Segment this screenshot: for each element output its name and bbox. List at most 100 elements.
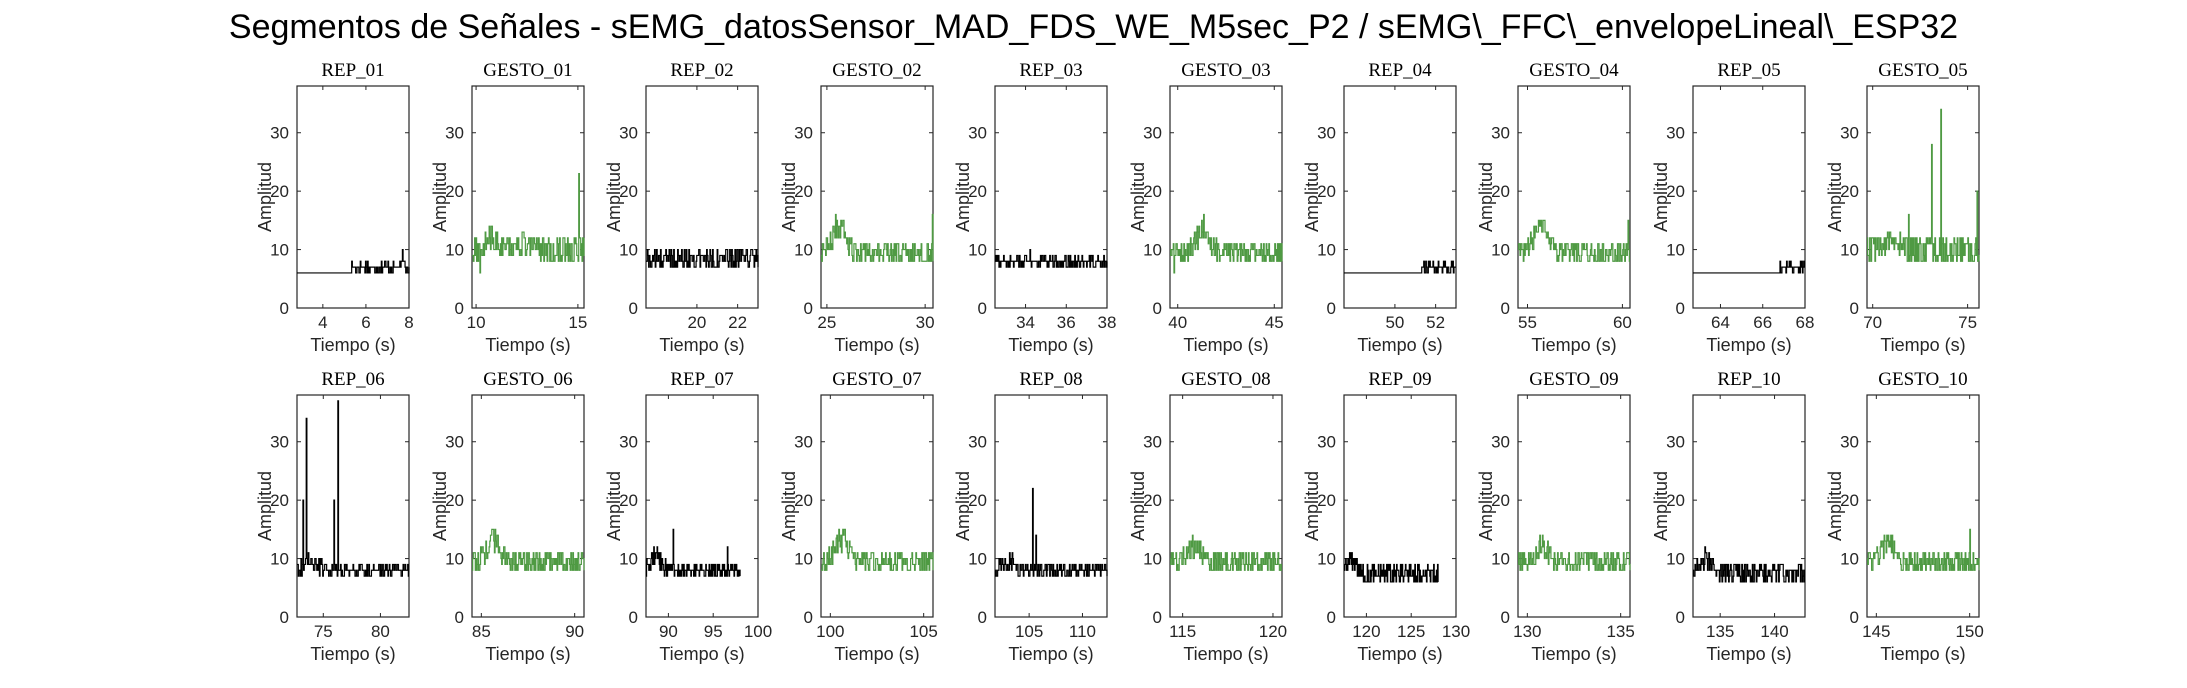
subplot-title: REP_03 — [1019, 60, 1082, 81]
axes-frame — [1517, 85, 1631, 309]
y-tick-label: 20 — [619, 182, 638, 201]
x-tick-label: 100 — [816, 622, 844, 641]
subplot-title: GESTO_08 — [1181, 369, 1270, 390]
x-axis-label: Tiempo (s) — [834, 644, 919, 664]
y-tick-label: 20 — [1666, 491, 1685, 510]
x-tick-label: 6 — [361, 313, 370, 332]
x-tick-label: 120 — [1352, 622, 1380, 641]
y-tick-label: 20 — [1143, 182, 1162, 201]
x-axis-label: Tiempo (s) — [1706, 644, 1791, 664]
signal-line — [1693, 260, 1805, 274]
y-tick-label: 30 — [270, 124, 289, 143]
x-axis-label: Tiempo (s) — [1706, 335, 1791, 355]
y-tick-label: 30 — [1840, 124, 1859, 143]
y-axis-label: Amplitud — [255, 162, 275, 232]
y-tick-label: 0 — [629, 608, 638, 627]
subplot-title: REP_05 — [1717, 60, 1780, 81]
signal-line — [1343, 552, 1439, 583]
y-tick-label: 20 — [445, 182, 464, 201]
y-tick-label: 0 — [804, 299, 813, 318]
y-axis-label: Amplitud — [1651, 162, 1671, 232]
y-tick-label: 20 — [1840, 491, 1859, 510]
x-tick-label: 34 — [1016, 313, 1035, 332]
x-tick-label: 110 — [1069, 622, 1096, 641]
subplot-gesto-05: GESTO_05 0 10 20 30 70 75 Tiempo (s) Amplitud — [1825, 60, 1980, 355]
y-tick-label: 10 — [1317, 550, 1336, 569]
y-tick-label: 30 — [1491, 433, 1510, 452]
x-tick-label: 36 — [1057, 313, 1076, 332]
subplot-title: GESTO_07 — [832, 369, 921, 390]
x-axis-label: Tiempo (s) — [485, 644, 570, 664]
x-axis-label: Tiempo (s) — [1531, 335, 1616, 355]
signal-line — [645, 528, 741, 577]
x-tick-label: 64 — [1711, 313, 1730, 332]
subplot-title: GESTO_05 — [1878, 60, 1967, 81]
y-axis-label: Amplitud — [1128, 471, 1148, 541]
x-tick-label: 68 — [1796, 313, 1815, 332]
axes-frame — [1692, 394, 1806, 618]
y-tick-label: 0 — [1850, 608, 1859, 627]
y-axis-label: Amplitud — [779, 471, 799, 541]
y-axis-label: Amplitud — [1476, 162, 1496, 232]
signal-line — [1693, 546, 1805, 583]
x-tick-label: 75 — [1958, 313, 1977, 332]
x-tick-label: 150 — [1955, 622, 1983, 641]
x-tick-label: 95 — [704, 622, 723, 641]
subplot-title: REP_02 — [670, 60, 733, 81]
y-tick-label: 30 — [1317, 124, 1336, 143]
y-tick-label: 10 — [1840, 241, 1859, 260]
y-axis-label: Amplitud — [953, 471, 973, 541]
subplot-rep-06: REP_06 0 10 20 30 75 80 Tiempo (s) Amplitud — [255, 369, 410, 664]
axes-frame — [1517, 394, 1631, 618]
signal-line — [821, 213, 934, 262]
y-axis-label: Amplitud — [604, 471, 624, 541]
y-axis-label: Amplitud — [430, 471, 450, 541]
y-tick-label: 20 — [1491, 491, 1510, 510]
y-tick-label: 0 — [1327, 608, 1336, 627]
x-tick-label: 60 — [1613, 313, 1632, 332]
y-tick-label: 10 — [445, 550, 464, 569]
axes-frame — [296, 85, 410, 309]
y-tick-label: 30 — [1840, 433, 1859, 452]
y-axis-label: Amplitud — [604, 162, 624, 232]
y-tick-label: 10 — [445, 241, 464, 260]
axes-frame — [1866, 394, 1980, 618]
y-tick-label: 30 — [270, 433, 289, 452]
x-axis-label: Tiempo (s) — [1183, 644, 1268, 664]
y-tick-label: 20 — [794, 491, 813, 510]
y-tick-label: 0 — [280, 608, 289, 627]
y-tick-label: 30 — [445, 124, 464, 143]
y-tick-label: 10 — [619, 550, 638, 569]
axes-frame — [1343, 85, 1457, 309]
y-tick-label: 10 — [1143, 550, 1162, 569]
signal-line — [1867, 108, 1980, 262]
axes-frame — [820, 394, 934, 618]
x-tick-label: 55 — [1518, 313, 1537, 332]
x-axis-label: Tiempo (s) — [1357, 335, 1442, 355]
y-axis-label: Amplitud — [1302, 162, 1322, 232]
y-tick-label: 10 — [794, 241, 813, 260]
axes-frame — [1169, 394, 1283, 618]
x-tick-label: 38 — [1098, 313, 1117, 332]
y-axis-label: Amplitud — [1825, 471, 1845, 541]
y-axis-label: Amplitud — [255, 471, 275, 541]
subplot-title: GESTO_10 — [1878, 369, 1967, 390]
x-tick-label: 125 — [1397, 622, 1425, 641]
subplot-gesto-04: GESTO_04 0 10 20 30 55 60 Tiempo (s) Amplitud — [1476, 60, 1632, 355]
y-tick-label: 0 — [978, 299, 987, 318]
x-axis-label: Tiempo (s) — [1008, 644, 1093, 664]
subplot-gesto-10: GESTO_10 0 10 20 30 145 150 Tiempo (s) Amplitud — [1825, 369, 1984, 664]
axes-frame — [994, 394, 1108, 618]
axes-frame — [471, 85, 585, 309]
y-tick-label: 20 — [1491, 182, 1510, 201]
signal-line — [1867, 528, 1980, 571]
subplot-title: REP_10 — [1717, 369, 1780, 390]
x-axis-label: Tiempo (s) — [310, 644, 395, 664]
y-tick-label: 30 — [1666, 124, 1685, 143]
subplot-title: GESTO_03 — [1181, 60, 1270, 81]
y-tick-label: 20 — [1840, 182, 1859, 201]
y-tick-label: 20 — [1317, 182, 1336, 201]
